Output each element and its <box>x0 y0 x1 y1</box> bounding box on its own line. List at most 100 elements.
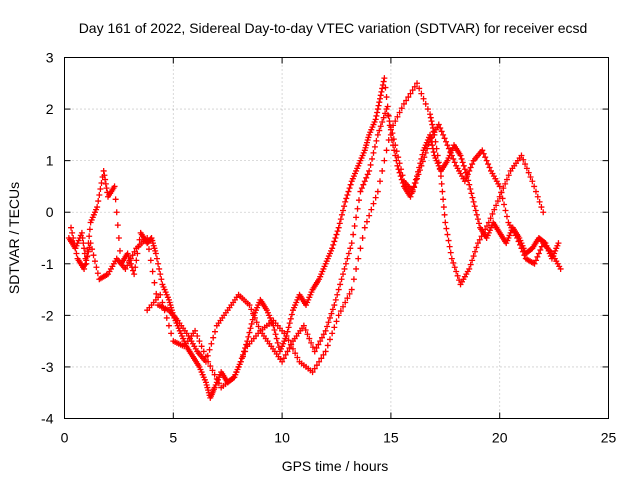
data-point-marker <box>86 226 93 233</box>
data-point-marker <box>157 291 164 298</box>
data-point-marker <box>294 354 301 361</box>
data-point-marker <box>329 245 336 252</box>
data-point-marker <box>480 229 487 236</box>
data-point-marker <box>348 240 355 247</box>
data-point-marker <box>358 185 365 192</box>
data-point-marker <box>309 344 316 351</box>
data-point-marker <box>471 203 478 210</box>
data-point-marker <box>379 85 386 92</box>
data-point-marker <box>83 257 90 264</box>
y-tick-label: 1 <box>46 153 54 169</box>
data-point-marker <box>335 286 342 293</box>
data-point-marker <box>407 90 414 97</box>
data-point-marker <box>89 246 96 253</box>
data-point-marker <box>360 181 367 188</box>
data-point-marker <box>202 353 209 360</box>
data-point-marker <box>447 149 454 156</box>
data-point-marker <box>392 142 399 149</box>
data-point-marker <box>383 106 390 113</box>
data-point-marker <box>459 159 466 166</box>
data-point-marker <box>473 211 480 218</box>
data-point-marker <box>332 235 339 241</box>
data-point-marker <box>342 198 349 205</box>
data-point-marker <box>555 240 562 247</box>
data-point-marker <box>446 243 453 250</box>
data-point-marker <box>302 326 309 333</box>
data-point-marker <box>386 118 393 125</box>
data-point-marker <box>355 255 362 262</box>
data-point-marker <box>429 124 436 131</box>
data-point-marker <box>489 210 496 217</box>
data-point-marker <box>286 345 293 352</box>
data-point-marker <box>245 333 252 340</box>
data-point-marker <box>505 172 512 179</box>
data-point-marker <box>435 121 442 128</box>
data-point-marker <box>482 154 489 161</box>
data-point-marker <box>467 261 474 268</box>
data-point-marker <box>376 99 383 106</box>
data-point-marker <box>496 183 503 190</box>
data-point-marker <box>211 371 218 378</box>
data-point-marker <box>398 105 405 112</box>
data-point-marker <box>476 236 483 243</box>
data-point-marker <box>399 172 406 179</box>
data-point-marker <box>440 204 447 211</box>
data-point-marker <box>373 137 380 144</box>
data-point-marker <box>152 250 159 257</box>
data-point-marker <box>381 75 388 82</box>
data-point-marker <box>149 268 156 275</box>
data-point-marker <box>433 145 440 152</box>
data-point-marker <box>316 358 323 365</box>
data-point-marker <box>81 265 88 272</box>
data-point-marker <box>374 188 381 195</box>
data-point-marker <box>472 207 479 214</box>
data-point-marker <box>342 260 349 267</box>
data-point-marker <box>153 255 160 262</box>
data-point-marker <box>71 240 78 247</box>
data-point-marker <box>85 248 92 255</box>
data-point-marker <box>382 84 389 91</box>
data-point-marker <box>437 124 444 131</box>
data-point-marker <box>451 264 458 271</box>
data-point-marker <box>309 369 316 376</box>
data-point-marker <box>529 178 536 185</box>
data-point-marker <box>285 337 292 344</box>
data-point-marker <box>466 167 473 174</box>
data-point-marker <box>374 106 381 113</box>
data-point-marker <box>235 363 242 370</box>
data-point-marker <box>255 323 262 330</box>
data-point-marker <box>230 375 237 382</box>
data-point-marker <box>532 257 539 264</box>
data-point-marker <box>519 248 526 255</box>
data-point-marker <box>324 342 331 349</box>
data-point-marker <box>357 245 364 252</box>
data-point-marker <box>288 311 295 318</box>
data-point-marker <box>379 167 386 174</box>
data-point-marker <box>414 80 421 87</box>
data-point-marker <box>332 296 339 303</box>
data-point-marker <box>237 358 244 365</box>
data-point-marker <box>210 334 217 341</box>
data-point-marker <box>337 216 344 223</box>
data-point-marker <box>514 235 521 241</box>
data-point-marker <box>361 224 368 231</box>
data-point-marker <box>194 332 201 339</box>
data-point-marker <box>439 188 446 195</box>
data-point-marker <box>463 174 470 181</box>
data-point-marker <box>357 188 364 195</box>
x-tick-label: 0 <box>61 430 69 446</box>
data-point-marker <box>474 216 481 223</box>
x-axis-label: GPS time / hours <box>282 458 389 474</box>
data-point-marker <box>192 327 199 334</box>
data-point-marker <box>212 328 219 335</box>
data-point-marker <box>359 235 366 241</box>
data-point-marker <box>208 340 215 347</box>
data-point-marker <box>378 88 385 95</box>
data-point-marker <box>350 276 357 283</box>
data-point-marker <box>379 118 386 125</box>
data-point-marker <box>389 130 396 137</box>
data-point-marker <box>200 348 207 355</box>
data-point-marker <box>374 109 381 116</box>
data-point-marker <box>246 302 253 309</box>
